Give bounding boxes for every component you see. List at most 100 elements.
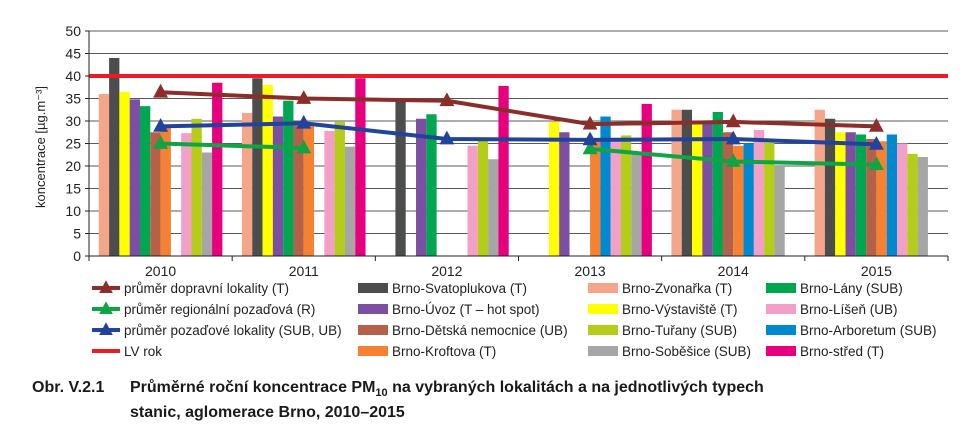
- bar: [876, 141, 887, 256]
- legend-label: Brno-Soběšice (SUB): [622, 344, 751, 359]
- legend-label: průměr dopravní lokality (T): [124, 281, 289, 296]
- grid-lines: [89, 30, 948, 234]
- legend-swatch: [588, 346, 618, 356]
- bar: [559, 132, 570, 256]
- bar: [334, 121, 345, 257]
- figure-caption: Obr. V.2.1 Průměrné roční koncentrace PM1…: [32, 378, 962, 422]
- bar: [600, 116, 611, 256]
- bar: [498, 85, 509, 257]
- bar: [252, 78, 263, 256]
- bar: [129, 99, 140, 257]
- y-tick-label: 0: [73, 248, 81, 264]
- y-tick-label: 35: [65, 91, 81, 107]
- legend-marker: [99, 322, 113, 335]
- bar: [845, 132, 856, 256]
- bar: [641, 103, 652, 257]
- y-tick-label: 20: [65, 158, 81, 174]
- bar: [722, 132, 734, 256]
- legend-swatch: [766, 304, 796, 314]
- bar: [590, 139, 601, 256]
- caption-text-a: Průměrné roční koncentrace PM: [130, 379, 376, 396]
- bar: [610, 141, 621, 256]
- average-marker: [153, 118, 169, 132]
- x-tick-label: 2012: [431, 263, 462, 279]
- x-axis-ticks: 2010 2011 2012 2013 2014 2015: [88, 256, 949, 279]
- legend-label: Brno-Kroftova (T): [392, 344, 496, 359]
- average-marker: [296, 114, 312, 129]
- bar: [488, 159, 499, 256]
- bar: [866, 139, 877, 256]
- average-marker: [439, 130, 455, 145]
- average-marker: [296, 90, 312, 104]
- x-tick-label: 2011: [289, 263, 319, 279]
- average-marker: [725, 130, 741, 145]
- bar: [671, 109, 682, 256]
- bar: [303, 123, 315, 256]
- legend-label: průměr regionální pozaďová (R): [124, 302, 315, 317]
- bar: [681, 109, 693, 256]
- bar: [98, 94, 110, 256]
- bar: [150, 132, 161, 256]
- bar: [467, 145, 478, 256]
- bars: [98, 58, 928, 257]
- bar: [764, 142, 775, 256]
- legend-label: Brno-Dětská nemocnice (UB): [392, 323, 568, 338]
- legend-swatch: [766, 283, 796, 293]
- average-line: [160, 121, 877, 147]
- bar: [631, 151, 642, 256]
- bar: [824, 118, 836, 256]
- legend-swatch: [766, 325, 796, 335]
- bar: [733, 145, 744, 256]
- legend-swatch: [358, 304, 388, 314]
- x-tick-label: 2014: [718, 263, 749, 279]
- caption-subscript: 10: [375, 387, 388, 400]
- average-marker: [153, 83, 169, 98]
- caption-text-b: na vybraných lokalitách a na jednotlivýc…: [387, 379, 764, 396]
- average-marker: [725, 153, 741, 167]
- y-tick-label: 30: [65, 113, 81, 129]
- caption-line-2: stanic, aglomerace Brno, 2010–2015: [130, 404, 405, 422]
- bar: [324, 130, 335, 256]
- bar: [283, 100, 294, 256]
- bar: [917, 157, 928, 256]
- y-axis-ticks: 0 5 10 15 20 25 30 35 40 45 50: [65, 23, 89, 264]
- bar: [416, 118, 427, 256]
- y-tick-label: 10: [65, 203, 81, 219]
- caption-line-1: Obr. V.2.1 Průměrné roční koncentrace PM1…: [32, 378, 962, 403]
- x-tick-label: 2010: [145, 263, 176, 279]
- average-line: [160, 141, 304, 150]
- legend-label: Brno-Výstaviště (T): [622, 302, 738, 317]
- bar: [712, 112, 723, 256]
- x-tick-label: 2015: [861, 263, 892, 279]
- legend-swatch: [766, 346, 796, 356]
- legend-label: průměr pozaďové lokality (SUB, UB): [124, 323, 342, 338]
- bar: [119, 91, 130, 256]
- legend-swatch: [358, 283, 388, 293]
- bar: [293, 125, 304, 256]
- bar: [344, 146, 356, 256]
- bar: [753, 130, 765, 256]
- bar: [272, 116, 284, 256]
- bar: [395, 100, 406, 256]
- bar: [835, 132, 846, 256]
- bar: [355, 78, 366, 256]
- legend-label: Brno-Úvoz (T – hot spot): [392, 302, 540, 317]
- legend-label: Brno-Tuřany (SUB): [622, 323, 737, 338]
- average-marker: [868, 118, 884, 132]
- average-marker: [868, 136, 884, 150]
- average-marker: [153, 135, 169, 149]
- legend-label: Brno-Líšeň (UB): [800, 302, 898, 317]
- figure-number: Obr. V.2.1: [32, 379, 105, 396]
- bar: [548, 121, 560, 257]
- legend-swatch: [588, 325, 618, 335]
- average-lines: [153, 83, 884, 171]
- bar: [160, 127, 171, 256]
- legend-swatch: [358, 325, 388, 335]
- legend-label: LV rok: [124, 344, 162, 359]
- bar: [241, 112, 253, 257]
- x-tick-label: 2013: [575, 263, 606, 279]
- bar: [201, 152, 213, 256]
- bar: [262, 85, 273, 256]
- legend-label: Brno-Svatoplukova (T): [392, 281, 527, 296]
- average-marker: [582, 115, 598, 130]
